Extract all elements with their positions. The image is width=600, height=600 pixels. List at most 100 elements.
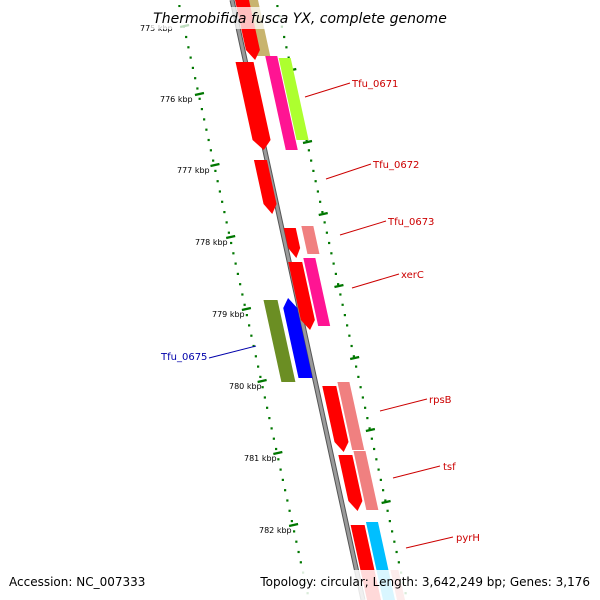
right-rail-dot (310, 159, 313, 162)
left-rail-dot (178, 5, 181, 8)
gene-label-tfu-0672[interactable]: Tfu_0672 (372, 160, 419, 171)
left-rail-dot (290, 520, 293, 523)
right-rail-dot (325, 231, 328, 234)
right-rail-dot (350, 344, 353, 348)
gene-label-pyrh[interactable]: pyrH (456, 533, 480, 544)
leader-pyrh (405, 536, 454, 549)
left-rail-dot (241, 293, 244, 296)
feature-magenta-1 (265, 56, 298, 150)
right-rail-dot (357, 375, 360, 378)
right-rail-dot (323, 221, 326, 224)
left-rail-dot (232, 252, 235, 255)
feature-red-tfu0672 (253, 160, 277, 214)
major-tick-right (381, 499, 391, 505)
feature-green-tfu0675 (263, 300, 296, 382)
major-tick-left (225, 234, 236, 240)
right-rail-dot (361, 396, 364, 399)
feature-red-rpsb (322, 386, 349, 452)
right-rail-dot (319, 200, 322, 203)
right-rail-dot (339, 293, 342, 296)
left-rail-dot (234, 262, 237, 265)
right-rail-dot (330, 252, 333, 255)
title-backdrop (150, 7, 450, 29)
right-rail-dot (276, 5, 279, 8)
map-title: Thermobifida fusca YX, complete genome (153, 11, 447, 27)
leader-rpsb (379, 398, 428, 412)
right-rail-dot (395, 550, 398, 554)
gene-features (234, 0, 406, 600)
left-rail-dot (252, 344, 255, 348)
right-rail-dot (332, 262, 335, 265)
left-rail-dot (279, 468, 282, 471)
left-rail-dot (225, 221, 228, 224)
right-rail-dot (343, 314, 346, 317)
left-rail-dot (263, 396, 266, 399)
left-rail-dot (209, 149, 212, 152)
left-rail-dot (272, 437, 275, 440)
left-rail-dot (185, 35, 188, 39)
left-rail-dot (218, 190, 221, 193)
left-rail-dot (207, 138, 210, 142)
left-rail-dot (223, 211, 226, 214)
left-rail-dot (257, 365, 260, 368)
right-rail-dot (346, 324, 349, 327)
gene-label-rpsb[interactable]: rpsB (429, 395, 452, 406)
right-rail-dot (377, 468, 380, 471)
right-rail-dot (314, 180, 317, 183)
major-tick-left (257, 378, 267, 384)
scale-rails (178, 5, 407, 595)
left-rail-dot (286, 499, 289, 502)
feature-pink-rpsb (337, 382, 365, 450)
leader-tfu0673 (339, 220, 387, 236)
left-rail-dot (212, 159, 215, 162)
footer-backdrop (0, 570, 600, 600)
left-rail-dot (191, 66, 195, 69)
major-tick-right (302, 139, 313, 145)
right-rail-dot (348, 334, 351, 337)
left-rail-dot (250, 334, 253, 337)
leader-tfu0672 (325, 163, 372, 180)
left-rail-dot (243, 303, 246, 306)
left-rail-dot (227, 231, 230, 234)
right-rail-dot (307, 149, 310, 152)
left-rail-dot (203, 118, 206, 121)
left-rail-dot (214, 169, 217, 172)
right-rail-dot (391, 530, 394, 533)
genome-summary-text: Topology: circular; Length: 3,642,249 bp… (259, 575, 590, 589)
right-rail-dot (334, 272, 337, 275)
major-tick-right (349, 355, 360, 361)
gene-label-xerc[interactable]: xerC (401, 270, 424, 281)
right-rail-dot (328, 241, 331, 245)
left-rail-dot (281, 478, 284, 481)
gene-label-tfu-0675[interactable]: Tfu_0675 (160, 352, 207, 363)
left-rail-dot (275, 447, 278, 451)
right-rail-dot (316, 190, 319, 193)
gene-label-tfu-0673[interactable]: Tfu_0673 (387, 217, 434, 228)
major-tick-left (288, 522, 299, 528)
feature-red-tfu0673 (283, 228, 301, 258)
feature-magenta-xerc (303, 258, 331, 326)
leader-tfu0671 (304, 82, 351, 98)
major-tick-right (334, 283, 344, 289)
left-rail-dot (284, 489, 287, 492)
left-rail-dot (248, 324, 251, 327)
left-rail-dot (261, 386, 264, 389)
left-rail-dot (216, 180, 219, 183)
right-rail-dot (355, 365, 358, 368)
scale-label-780: 780 kbp (229, 382, 262, 391)
feature-red-tfu0671 (235, 62, 271, 150)
left-rail-dot (259, 375, 262, 378)
left-rail-dot (266, 406, 269, 409)
left-rail-dot (221, 200, 224, 203)
right-rail-dot (287, 56, 290, 59)
gene-label-tfu-0671[interactable]: Tfu_0671 (351, 79, 398, 90)
right-rail-dot (375, 458, 378, 461)
right-rail-dot (368, 427, 371, 430)
left-rail-dot (205, 128, 208, 131)
gene-label-tsf[interactable]: tsf (443, 462, 456, 473)
right-rail-dot (312, 169, 315, 172)
scale-label-776: 776 kbp (160, 95, 193, 104)
right-rail-dot (366, 417, 369, 420)
feature-pink-tfu0673 (301, 226, 320, 254)
